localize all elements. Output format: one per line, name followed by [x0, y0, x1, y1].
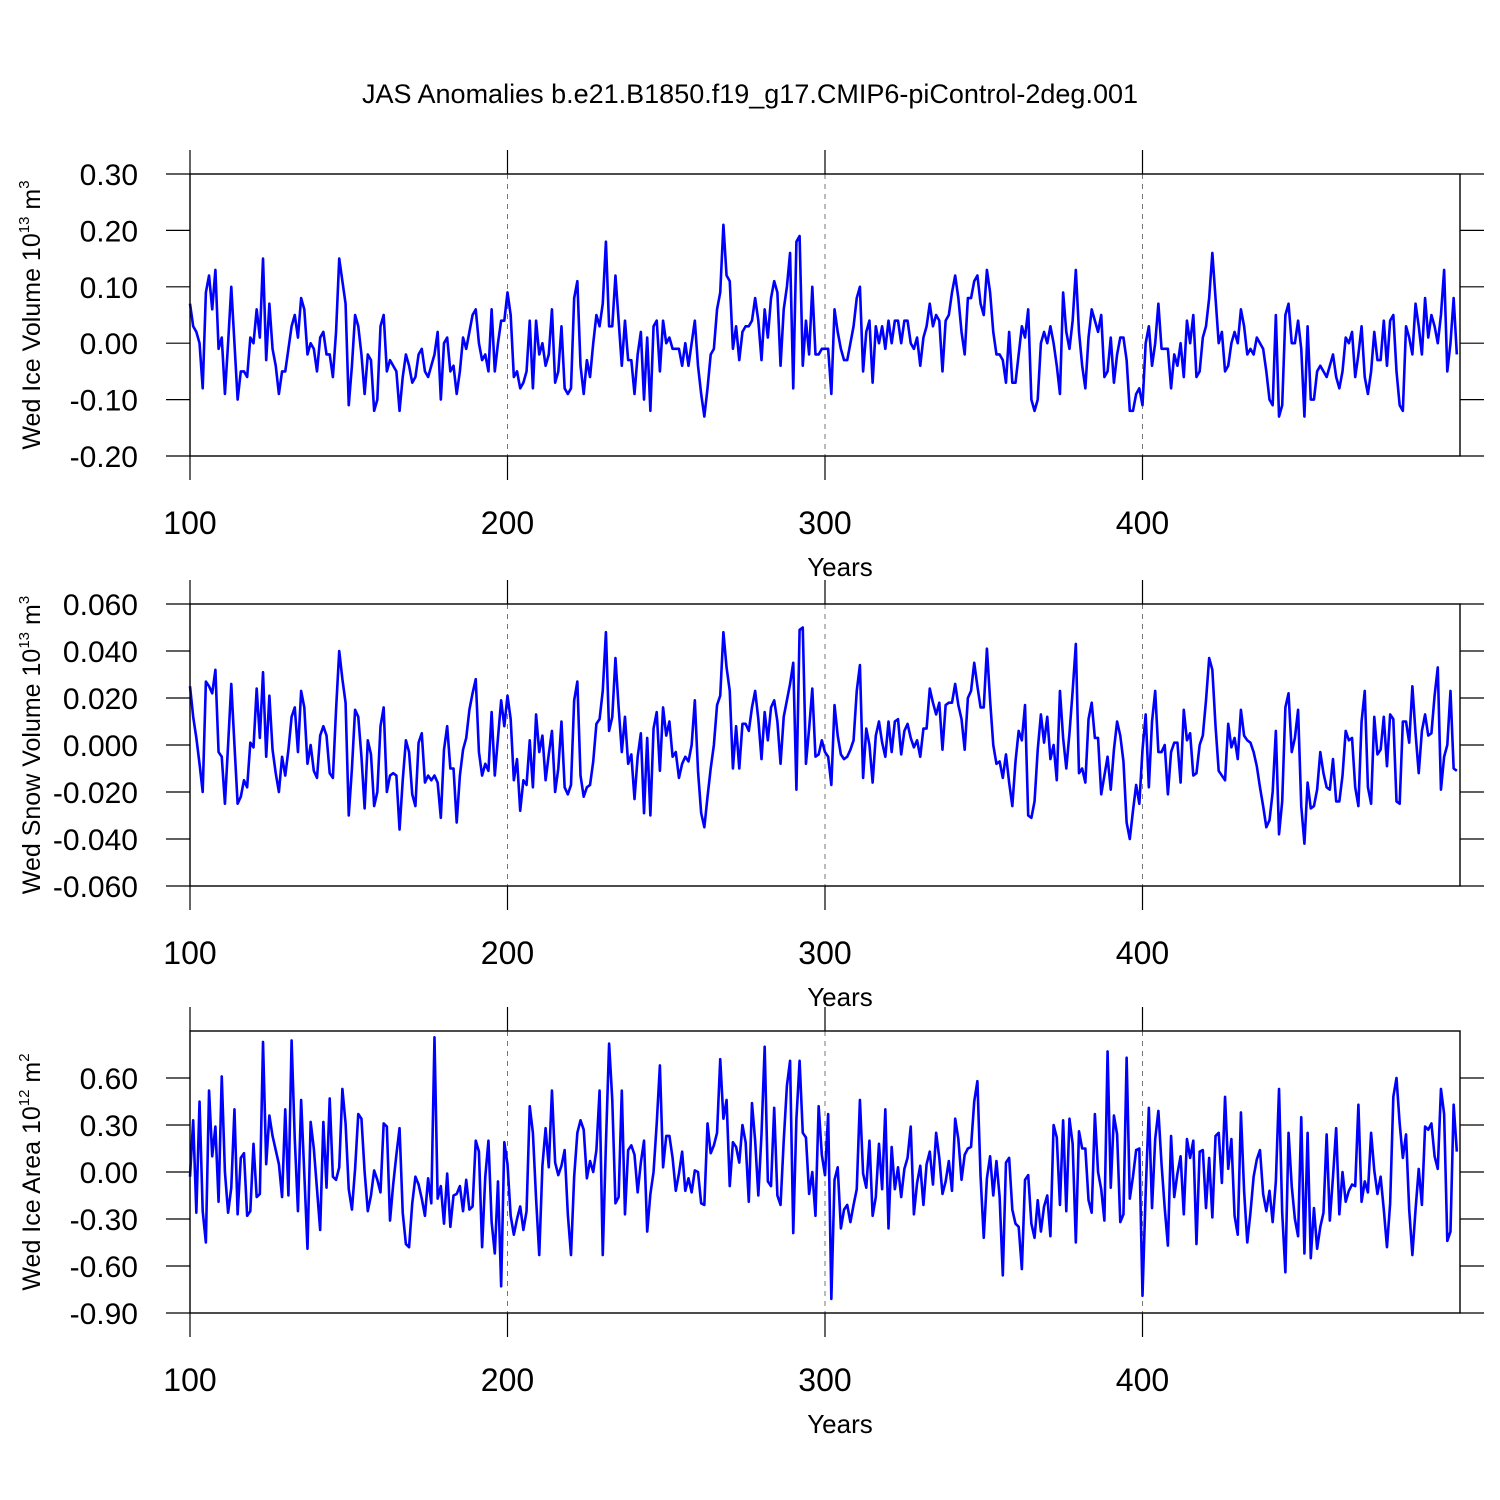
x-tick-label: 300	[798, 1362, 851, 1398]
y-axis-label-unit: m	[18, 1062, 46, 1083]
y-tick-label: -0.040	[53, 824, 138, 857]
x-tick-label: 200	[481, 935, 534, 971]
plot-frame	[189, 1030, 1461, 1314]
x-tick-label: 200	[481, 1362, 534, 1398]
y-tick-label: 0.000	[63, 730, 138, 763]
y-tick-label: 0.020	[63, 683, 138, 716]
y-tick-label: -0.020	[53, 777, 138, 810]
y-tick-label: -0.90	[70, 1298, 138, 1331]
x-tick-label: 400	[1116, 1362, 1169, 1398]
y-tick-label: 0.60	[80, 1063, 138, 1096]
y-tick-label: -0.20	[70, 441, 138, 474]
data-line	[188, 223, 1459, 418]
chart-title: JAS Anomalies b.e21.B1850.f19_g17.CMIP6-…	[362, 79, 1138, 109]
x-tick-label: 100	[163, 1362, 216, 1398]
y-axis-label: Wed Ice Volume 1013 m3	[16, 180, 46, 449]
x-tick-label: 100	[163, 505, 216, 541]
y-tick-label: -0.10	[70, 385, 138, 418]
y-tick-label: -0.60	[70, 1251, 138, 1284]
x-tick-label: 400	[1116, 935, 1169, 971]
x-tick-label: 100	[163, 935, 216, 971]
x-tick-label: 300	[798, 935, 851, 971]
x-tick-label: 300	[798, 505, 851, 541]
y-tick-label: -0.30	[70, 1204, 138, 1237]
y-tick-label: 0.00	[80, 328, 138, 361]
data-line	[188, 1035, 1459, 1301]
x-axis-label: Years	[807, 1409, 873, 1439]
y-axis-label-unit: m	[18, 189, 46, 210]
y-axis-label-unit: m	[18, 604, 46, 625]
y-axis-label-unit-exponent: 3	[16, 180, 33, 188]
y-tick-label: 0.20	[80, 215, 138, 248]
y-axis-label-text: Wed Ice Area 10	[18, 1106, 46, 1290]
plot-frame	[189, 603, 1461, 887]
y-axis-label-exponent: 12	[16, 1090, 33, 1107]
y-tick-label: 0.10	[80, 272, 138, 305]
y-tick-label: 0.30	[80, 159, 138, 192]
y-tick-label: 0.00	[80, 1157, 138, 1190]
y-axis-label-exponent: 13	[16, 217, 33, 234]
y-tick-label: 0.040	[63, 636, 138, 669]
y-axis-label: Wed Ice Area 1012 m2	[16, 1053, 46, 1290]
y-tick-label: 0.060	[63, 589, 138, 622]
y-tick-label: -0.060	[53, 871, 138, 904]
y-axis-label-exponent: 13	[16, 632, 33, 649]
x-axis-label: Years	[807, 552, 873, 582]
plot-frame	[189, 173, 1461, 457]
y-axis-label-unit-exponent: 2	[16, 1053, 33, 1061]
y-axis-label-text: Wed Snow Volume 10	[18, 649, 46, 895]
y-axis-label-unit-exponent: 3	[16, 596, 33, 604]
x-tick-label: 200	[481, 505, 534, 541]
y-axis-label: Wed Snow Volume 1013 m3	[16, 596, 46, 894]
x-tick-label: 400	[1116, 505, 1169, 541]
y-axis-label-text: Wed Ice Volume 10	[18, 233, 46, 449]
x-axis-label: Years	[807, 982, 873, 1012]
y-tick-label: 0.30	[80, 1110, 138, 1143]
data-line	[188, 626, 1458, 845]
